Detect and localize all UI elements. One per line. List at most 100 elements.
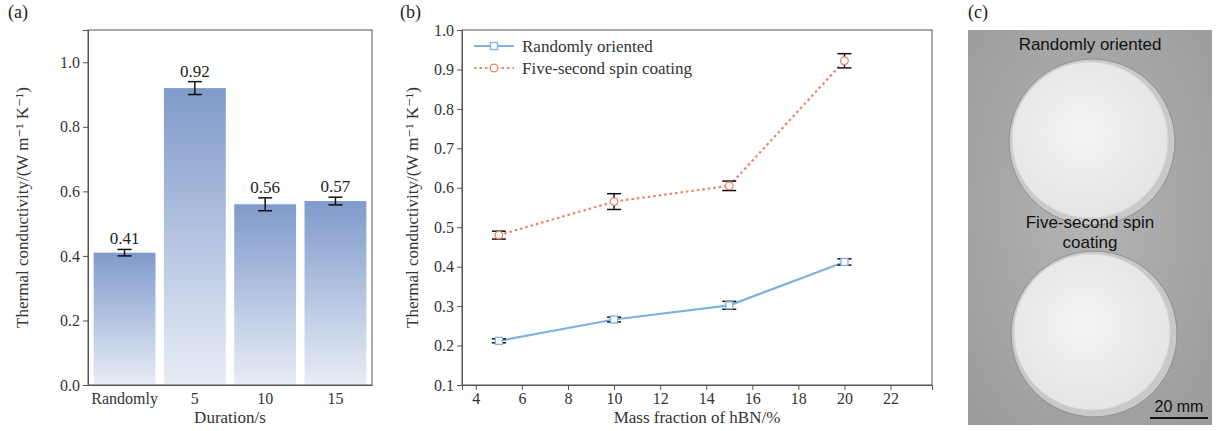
- point: [726, 302, 733, 309]
- legend-label: Randomly oriented: [522, 37, 653, 56]
- tick-label: 22: [883, 390, 899, 407]
- tick-mark: [844, 385, 845, 390]
- tick-mark: [457, 188, 462, 189]
- point: [841, 258, 848, 265]
- tick-mark: [798, 385, 799, 390]
- legend-marker: [491, 43, 498, 50]
- marker: [725, 182, 733, 190]
- x-axis-title: Mass fraction of hBN/%: [614, 408, 781, 427]
- legend: Randomly oriented Five-second spin coatin…: [474, 37, 692, 78]
- panel: 0.00.20.40.60.81.0Randomly510150.410.920…: [8, 2, 373, 427]
- tick-mark: [706, 385, 707, 390]
- tick-mark: [83, 191, 88, 192]
- tick-label: 0.3: [434, 298, 454, 315]
- tick: 12: [653, 385, 669, 407]
- tick-mark: [752, 385, 753, 390]
- tick-mark: [457, 267, 462, 268]
- tick-label: 0.9: [434, 61, 454, 78]
- error-cap: [328, 196, 342, 198]
- tick: 0.5: [434, 219, 462, 236]
- x-axis: 46810121416182022: [463, 385, 933, 407]
- tick-label: 18: [791, 390, 807, 407]
- photo-label: Randomly oriented: [1019, 35, 1162, 54]
- tick-label: Randomly: [91, 390, 158, 408]
- error-cap: [837, 53, 851, 55]
- panel-label: (b): [400, 2, 421, 23]
- tick-label: 12: [653, 390, 669, 407]
- tick: 4: [472, 385, 480, 407]
- tick: 16: [745, 385, 761, 407]
- tick: 0.6: [434, 179, 462, 196]
- tick-label: 5: [191, 390, 199, 407]
- tick: 20: [837, 385, 853, 407]
- point: [495, 337, 502, 344]
- bar: [94, 253, 156, 385]
- sample-disc: [1012, 62, 1168, 218]
- tick-mark: [83, 320, 88, 321]
- tick-mark: [660, 385, 661, 390]
- y-axis: 0.00.20.40.60.81.0: [60, 31, 89, 394]
- error-cap: [188, 81, 202, 83]
- tick-label: 0.5: [434, 219, 454, 236]
- point: [725, 182, 733, 190]
- point: [495, 231, 503, 239]
- tick: 10: [607, 385, 623, 407]
- axis-line: [463, 386, 933, 391]
- tick: 15: [327, 390, 343, 407]
- sample-disc: [1014, 254, 1170, 410]
- tick-label: 0.2: [434, 337, 454, 354]
- tick-label: 16: [745, 390, 761, 407]
- tick-mark: [83, 62, 88, 63]
- error-cap: [607, 209, 621, 211]
- marks: [94, 82, 367, 385]
- legend-item: Five-second spin coating: [474, 59, 692, 78]
- tick-label: 15: [327, 390, 343, 407]
- marker: [841, 258, 848, 265]
- error-bar: [335, 197, 337, 205]
- scale-bar-label: 20 mm: [1155, 398, 1204, 415]
- tick: 0.4: [60, 248, 88, 265]
- point: [611, 316, 618, 323]
- marker: [841, 57, 849, 65]
- tick-mark: [83, 127, 88, 128]
- tick: 0.8: [60, 118, 88, 135]
- tick-mark: [568, 385, 569, 390]
- y-axis: 0.10.20.30.40.50.60.70.80.91.0: [434, 22, 463, 394]
- tick-label: 10: [257, 390, 273, 407]
- tick: 1.0: [60, 54, 88, 71]
- data-label: 0.57: [321, 177, 351, 196]
- tick: 0.0: [60, 377, 88, 394]
- tick: 0.2: [434, 337, 462, 354]
- tick: 0.1: [434, 377, 462, 394]
- photo-background: [968, 30, 1212, 425]
- tick-label: 20: [837, 390, 853, 407]
- tick: 0.9: [434, 61, 462, 78]
- tick: 1.0: [434, 22, 462, 39]
- sample-rim: [1011, 251, 1177, 417]
- marker: [726, 302, 733, 309]
- panel-label: (c): [968, 2, 988, 23]
- tick-mark: [476, 385, 477, 390]
- point: [610, 198, 618, 206]
- tick-mark: [457, 109, 462, 110]
- marks: [492, 54, 852, 345]
- point: [841, 57, 849, 65]
- error-cap: [258, 197, 272, 199]
- legend-item: Randomly oriented: [474, 37, 653, 56]
- tick-label: 0.2: [60, 312, 80, 329]
- photo-label: Five-second spincoating: [1026, 213, 1155, 252]
- tick-mark: [83, 385, 88, 386]
- error-cap: [607, 193, 621, 195]
- tick-label: 10: [607, 390, 623, 407]
- tick-label: 0.1: [434, 377, 454, 394]
- tick-label: 0.7: [434, 140, 454, 157]
- error-cap: [118, 255, 132, 257]
- tick: 6: [518, 385, 526, 407]
- x-axis: Randomly 5 10 15: [89, 386, 373, 409]
- scale-bar: [1150, 417, 1208, 419]
- marker: [495, 231, 503, 239]
- tick-mark: [522, 385, 523, 390]
- tick-mark: [457, 346, 462, 347]
- tick-label: 0.8: [434, 101, 454, 118]
- bar: [234, 204, 296, 385]
